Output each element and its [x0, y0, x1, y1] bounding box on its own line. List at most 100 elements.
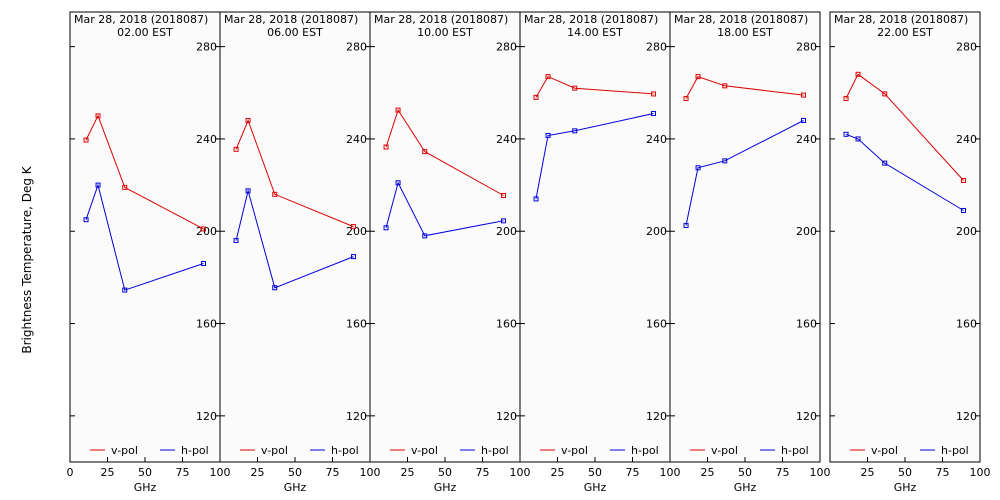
panel-2: Mar 28, 2018 (2018087)06.00 EST 120 160 200…: [219, 11, 381, 494]
panel-6: Mar 28, 2018 (2018087)22.00 EST 120 160 200…: [829, 11, 991, 494]
panel-subtitle: 14.00 EST: [567, 26, 623, 39]
x-tick-label: 75: [476, 466, 490, 479]
x-tick-label: 25: [101, 466, 115, 479]
x-tick-label: 75: [176, 466, 190, 479]
data-point-h-pol: [651, 111, 656, 117]
data-point-v-pol: [351, 224, 356, 230]
series-line-h-pol: [385, 181, 504, 237]
legend-label-h-pol: h-pol: [331, 444, 359, 457]
data-point-h-pol: [722, 158, 728, 164]
x-tick-label: 75: [326, 466, 340, 479]
x-tick-label: 100: [810, 466, 831, 479]
legend-label-v-pol: v-pol: [111, 444, 138, 457]
x-tick-label: 50: [438, 466, 452, 479]
data-point-h-pol: [95, 182, 101, 188]
data-point-v-pol: [83, 137, 89, 143]
series-line-h-pol: [235, 188, 354, 289]
panels-group: Mar 28, 2018 (2018087)02.00 EST120160200…: [67, 11, 991, 494]
data-point-h-pol: [272, 285, 278, 291]
legend-label-v-pol: v-pol: [411, 444, 438, 457]
series-line-v-pol: [385, 108, 504, 196]
x-tick-label: 50: [288, 466, 302, 479]
x-axis-label: GHz: [284, 481, 307, 494]
data-point-h-pol: [122, 287, 128, 293]
data-point-h-pol: [83, 217, 89, 223]
data-point-h-pol: [801, 117, 806, 123]
data-point-v-pol: [422, 149, 428, 155]
panel-1: Mar 28, 2018 (2018087)02.00 EST 120 160 200…: [67, 11, 231, 494]
y-tick-label: 200: [646, 225, 667, 238]
y-tick-label: 160: [956, 318, 977, 331]
data-point-h-pol: [882, 160, 888, 166]
panel-title: Mar 28, 2018 (2018087): [74, 13, 208, 26]
panel-3: Mar 28, 2018 (2018087)10.00 EST 120 160 200…: [369, 11, 531, 494]
x-tick-label: 100: [660, 466, 681, 479]
y-tick-label: 200: [196, 225, 217, 238]
x-axis-label: GHz: [434, 481, 457, 494]
data-point-h-pol: [961, 207, 966, 213]
y-tick-label: 240: [346, 133, 367, 146]
x-tick-label: 25: [401, 466, 415, 479]
data-point-h-pol: [545, 132, 551, 138]
x-tick-label: 75: [776, 466, 790, 479]
panel-subtitle: 02.00 EST: [117, 26, 173, 39]
x-axis-label: GHz: [894, 481, 917, 494]
x-tick-label: 50: [898, 466, 912, 479]
data-point-h-pol: [843, 131, 849, 137]
y-tick-label: 120: [646, 410, 667, 423]
data-point-h-pol: [855, 136, 861, 142]
y-tick-label: 280: [496, 41, 517, 54]
data-point-v-pol: [855, 71, 861, 77]
series-line-v-pol: [845, 73, 964, 181]
y-tick-label: 280: [956, 41, 977, 54]
y-tick-label: 240: [196, 133, 217, 146]
legend-label-v-pol: v-pol: [711, 444, 738, 457]
series-line-h-pol: [845, 133, 964, 211]
data-point-v-pol: [272, 191, 278, 197]
x-tick-label: 50: [138, 466, 152, 479]
y-tick-label: 160: [496, 318, 517, 331]
series-line-v-pol: [535, 75, 654, 98]
legend-label-h-pol: h-pol: [181, 444, 209, 457]
y-tick-label: 280: [796, 41, 817, 54]
data-point-v-pol: [95, 113, 101, 119]
series-line-v-pol: [85, 114, 204, 230]
data-point-h-pol: [422, 233, 428, 239]
y-tick-label: 120: [346, 410, 367, 423]
x-tick-label: 100: [970, 466, 991, 479]
legend-label-h-pol: h-pol: [481, 444, 509, 457]
y-tick-label: 200: [496, 225, 517, 238]
x-tick-label: 100: [210, 466, 231, 479]
series-line-v-pol: [685, 75, 804, 99]
panel-frame: [829, 11, 981, 463]
data-point-v-pol: [383, 144, 389, 150]
data-point-v-pol: [545, 74, 551, 80]
data-point-v-pol: [882, 91, 888, 97]
panel-frame: [669, 11, 821, 463]
legend-label-h-pol: h-pol: [781, 444, 809, 457]
y-tick-label: 280: [346, 41, 367, 54]
panel-subtitle: 18.00 EST: [717, 26, 773, 39]
y-tick-label: 120: [796, 410, 817, 423]
x-tick-label: 25: [701, 466, 715, 479]
y-tick-label: 240: [646, 133, 667, 146]
panel-frame: [519, 11, 671, 463]
y-tick-label: 240: [796, 133, 817, 146]
x-tick-label: 75: [626, 466, 640, 479]
data-point-v-pol: [722, 83, 728, 89]
data-point-v-pol: [201, 226, 206, 232]
data-point-h-pol: [201, 261, 206, 267]
panel-frame: [69, 11, 221, 463]
x-tick-label: 25: [861, 466, 875, 479]
data-point-v-pol: [695, 74, 701, 80]
x-tick-label: 25: [551, 466, 565, 479]
y-tick-label: 200: [346, 225, 367, 238]
x-tick-label: 100: [360, 466, 381, 479]
x-tick-label: 75: [936, 466, 950, 479]
x-axis-label: GHz: [134, 481, 157, 494]
panel-title: Mar 28, 2018 (2018087): [674, 13, 808, 26]
y-tick-label: 240: [496, 133, 517, 146]
panel-5: Mar 28, 2018 (2018087)18.00 EST 120 160 200…: [669, 11, 831, 494]
x-tick-label: 50: [588, 466, 602, 479]
